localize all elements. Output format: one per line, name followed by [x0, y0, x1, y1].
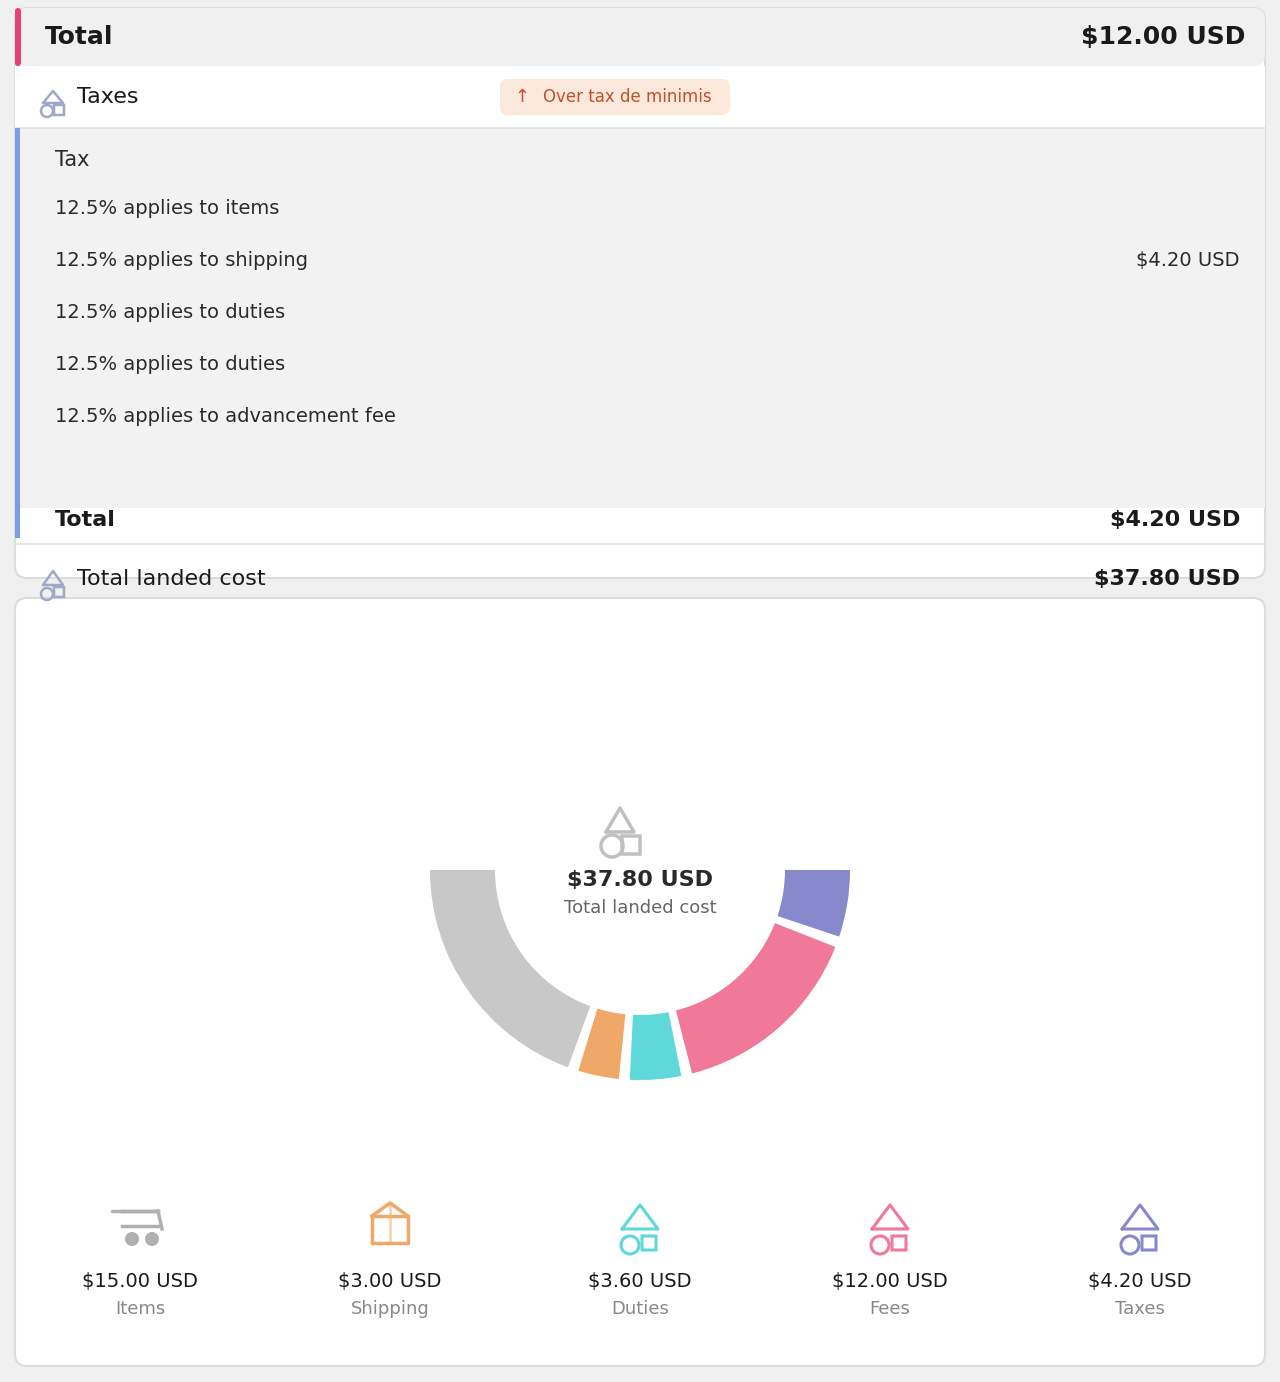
Wedge shape: [630, 1012, 681, 1079]
Text: 12.5% applies to items: 12.5% applies to items: [55, 199, 279, 217]
Text: 12.5% applies to advancement fee: 12.5% applies to advancement fee: [55, 406, 396, 426]
Text: Tax: Tax: [55, 151, 90, 170]
Text: $3.60 USD: $3.60 USD: [589, 1271, 691, 1291]
Text: Duties: Duties: [611, 1300, 669, 1318]
FancyBboxPatch shape: [500, 79, 730, 115]
Text: $15.00 USD: $15.00 USD: [82, 1271, 198, 1291]
Text: Items: Items: [115, 1300, 165, 1318]
FancyBboxPatch shape: [15, 8, 1265, 578]
Text: $37.80 USD: $37.80 USD: [1094, 569, 1240, 589]
Wedge shape: [430, 871, 590, 1067]
Text: $12.00 USD: $12.00 USD: [1080, 25, 1245, 48]
FancyBboxPatch shape: [15, 598, 1265, 1365]
FancyBboxPatch shape: [15, 8, 20, 66]
Text: Total landed cost: Total landed cost: [563, 900, 717, 918]
Circle shape: [125, 1231, 140, 1247]
Text: 12.5% applies to duties: 12.5% applies to duties: [55, 303, 285, 322]
Text: Over tax de minimis: Over tax de minimis: [543, 88, 712, 106]
Text: Shipping: Shipping: [351, 1300, 429, 1318]
Text: 12.5% applies to shipping: 12.5% applies to shipping: [55, 250, 308, 269]
Text: $37.80 USD: $37.80 USD: [567, 871, 713, 890]
Text: Total: Total: [55, 510, 116, 531]
Wedge shape: [579, 1009, 626, 1079]
Circle shape: [145, 1231, 159, 1247]
FancyBboxPatch shape: [15, 66, 1265, 129]
Text: $4.20 USD: $4.20 USD: [1088, 1271, 1192, 1291]
FancyBboxPatch shape: [15, 129, 20, 509]
Text: Total landed cost: Total landed cost: [77, 569, 266, 589]
Wedge shape: [777, 871, 850, 937]
Text: $3.00 USD: $3.00 USD: [338, 1271, 442, 1291]
FancyBboxPatch shape: [15, 8, 1265, 66]
Text: $4.20 USD: $4.20 USD: [1110, 510, 1240, 531]
Wedge shape: [676, 923, 836, 1074]
Text: Fees: Fees: [869, 1300, 910, 1318]
Text: Taxes: Taxes: [1115, 1300, 1165, 1318]
Text: Taxes: Taxes: [77, 87, 138, 106]
Text: ↑: ↑: [515, 88, 530, 106]
FancyBboxPatch shape: [15, 502, 20, 538]
Text: $12.00 USD: $12.00 USD: [832, 1271, 948, 1291]
Text: $4.20 USD: $4.20 USD: [1137, 250, 1240, 269]
FancyBboxPatch shape: [19, 129, 1265, 509]
Text: Total: Total: [45, 25, 114, 48]
Text: 12.5% applies to duties: 12.5% applies to duties: [55, 355, 285, 373]
